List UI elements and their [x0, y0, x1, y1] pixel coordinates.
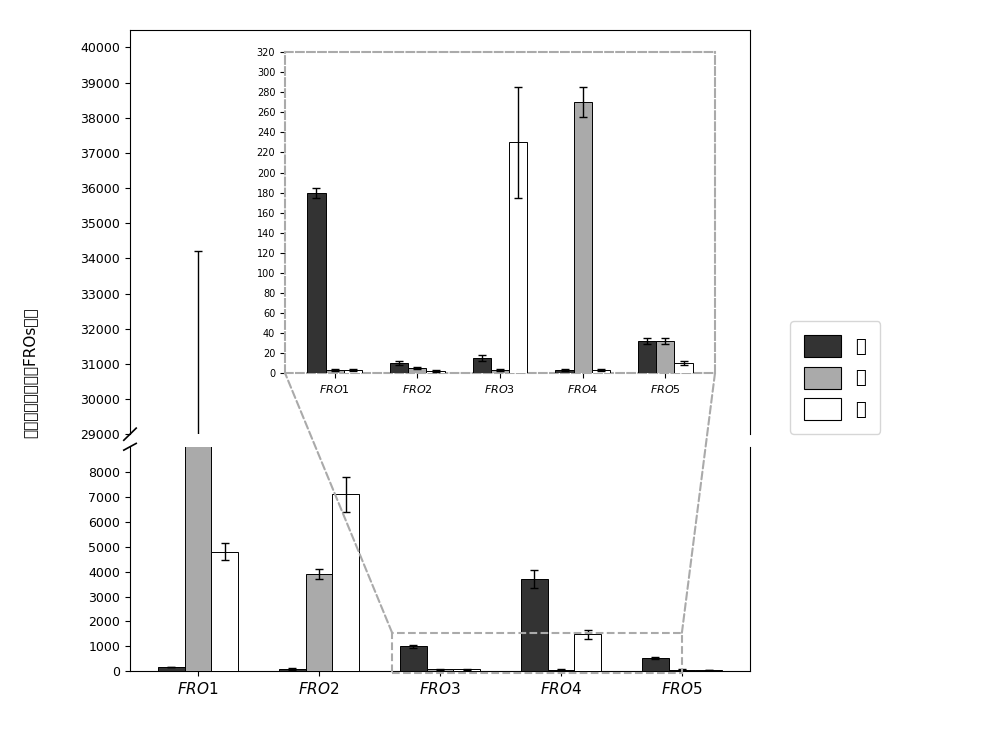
Bar — [279, 669, 306, 671]
Bar — [453, 669, 480, 671]
Bar — [674, 363, 693, 373]
Bar — [574, 634, 601, 671]
Text: 每百万子家基因中FROs数目: 每百万子家基因中FROs数目 — [22, 307, 38, 439]
Bar — [473, 358, 491, 373]
Bar — [521, 579, 548, 671]
Bar — [695, 670, 722, 671]
Bar — [306, 574, 332, 671]
Legend: 根, 茎, 叶: 根, 茎, 叶 — [790, 321, 880, 434]
Bar — [491, 370, 509, 373]
Bar — [574, 102, 592, 373]
Bar — [307, 192, 326, 373]
Bar — [642, 658, 669, 671]
Bar — [638, 341, 656, 373]
Bar — [344, 370, 362, 373]
Bar — [427, 669, 453, 671]
Bar — [592, 370, 610, 373]
Bar — [509, 142, 527, 373]
Bar — [332, 494, 359, 671]
Bar — [158, 667, 185, 671]
Bar — [390, 363, 408, 373]
Bar — [426, 371, 445, 373]
Bar — [326, 370, 344, 373]
Bar — [669, 670, 695, 671]
Bar — [555, 370, 574, 373]
Bar — [185, 445, 211, 746]
Bar — [211, 551, 238, 671]
Bar — [548, 670, 574, 671]
Bar — [185, 0, 211, 671]
Bar — [392, 633, 682, 673]
Bar — [408, 368, 426, 373]
Bar — [400, 647, 427, 671]
Bar — [656, 341, 674, 373]
